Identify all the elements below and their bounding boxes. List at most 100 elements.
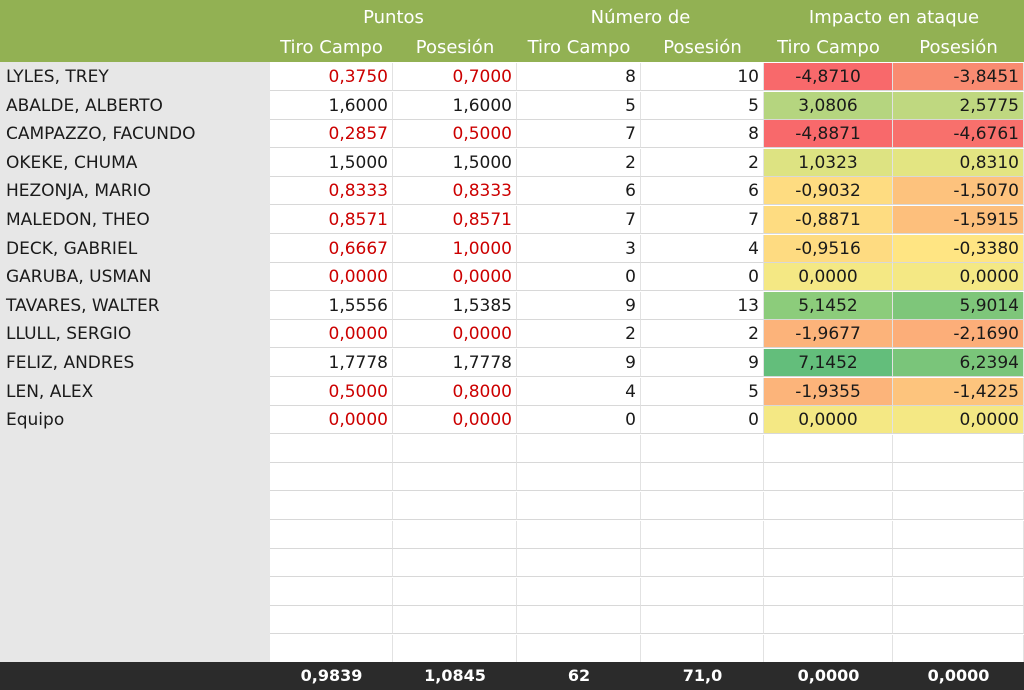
cell-impacto-posesion[interactable]: -4,6761: [893, 120, 1024, 149]
empty-cell[interactable]: [893, 577, 1024, 606]
empty-cell[interactable]: [517, 434, 641, 463]
cell-player-name[interactable]: CAMPAZZO, FACUNDO: [6, 124, 196, 145]
cell-player-name[interactable]: ABALDE, ALBERTO: [6, 95, 163, 116]
cell-puntos-tiro-campo[interactable]: 0,5000: [270, 377, 393, 406]
cell-numero-tiro-campo[interactable]: 0: [517, 406, 641, 435]
group-header-puntos[interactable]: Puntos: [363, 7, 424, 28]
cell-puntos-tiro-campo[interactable]: 0,0000: [270, 320, 393, 349]
cell-numero-tiro-campo[interactable]: 2: [517, 148, 641, 177]
empty-cell[interactable]: [893, 463, 1024, 492]
empty-cell[interactable]: [764, 577, 893, 606]
cell-player-name[interactable]: TAVARES, WALTER: [6, 295, 160, 316]
cell-puntos-posesion[interactable]: 1,7778: [393, 349, 517, 377]
cell-impacto-tiro-campo[interactable]: 3,0806: [764, 91, 893, 120]
empty-cell[interactable]: [764, 492, 893, 520]
cell-numero-posesion[interactable]: 0: [641, 263, 764, 292]
cell-puntos-tiro-campo[interactable]: 0,2857: [270, 120, 393, 149]
cell-numero-posesion[interactable]: 7: [641, 206, 764, 234]
cell-numero-posesion[interactable]: 9: [641, 349, 764, 377]
empty-cell[interactable]: [393, 635, 517, 663]
empty-cell[interactable]: [270, 577, 393, 606]
cell-numero-tiro-campo[interactable]: 6: [517, 177, 641, 206]
cell-impacto-tiro-campo[interactable]: 0,0000: [764, 263, 893, 292]
column-header-numero-tiro-campo[interactable]: Tiro Campo: [527, 37, 631, 58]
empty-cell[interactable]: [270, 520, 393, 549]
cell-impacto-tiro-campo[interactable]: 1,0323: [764, 148, 893, 177]
cell-impacto-tiro-campo[interactable]: 7,1452: [764, 349, 893, 377]
cell-puntos-tiro-campo[interactable]: 0,0000: [270, 263, 393, 292]
empty-cell[interactable]: [641, 520, 764, 549]
empty-cell[interactable]: [270, 463, 393, 492]
empty-cell[interactable]: [641, 606, 764, 635]
empty-cell[interactable]: [517, 463, 641, 492]
cell-player-name[interactable]: LEN, ALEX: [6, 381, 94, 402]
empty-cell[interactable]: [270, 606, 393, 635]
cell-puntos-tiro-campo[interactable]: 0,0000: [270, 406, 393, 435]
cell-puntos-posesion[interactable]: 0,0000: [393, 406, 517, 435]
cell-puntos-posesion[interactable]: 0,8571: [393, 206, 517, 234]
cell-numero-posesion[interactable]: 13: [641, 291, 764, 320]
column-header-puntos-posesion[interactable]: Posesión: [415, 37, 495, 58]
empty-cell[interactable]: [517, 606, 641, 635]
cell-numero-tiro-campo[interactable]: 0: [517, 263, 641, 292]
column-header-numero-posesion[interactable]: Posesión: [663, 37, 742, 58]
empty-cell[interactable]: [641, 635, 764, 663]
cell-impacto-posesion[interactable]: 2,5775: [893, 91, 1024, 120]
cell-player-name[interactable]: GARUBA, USMAN: [6, 267, 152, 288]
empty-cell[interactable]: [270, 549, 393, 578]
cell-puntos-posesion[interactable]: 0,0000: [393, 263, 517, 292]
empty-cell[interactable]: [270, 434, 393, 463]
cell-puntos-tiro-campo[interactable]: 0,8333: [270, 177, 393, 206]
cell-numero-tiro-campo[interactable]: 4: [517, 377, 641, 406]
empty-cell[interactable]: [517, 520, 641, 549]
cell-puntos-posesion[interactable]: 1,5385: [393, 291, 517, 320]
cell-numero-posesion[interactable]: 0: [641, 406, 764, 435]
cell-player-name[interactable]: MALEDON, THEO: [6, 210, 150, 230]
cell-impacto-posesion[interactable]: -2,1690: [893, 320, 1024, 349]
cell-impacto-tiro-campo[interactable]: -0,9032: [764, 177, 893, 206]
cell-impacto-tiro-campo[interactable]: -1,9355: [764, 377, 893, 406]
cell-numero-tiro-campo[interactable]: 7: [517, 206, 641, 234]
total-numero-posesion[interactable]: 71,0: [682, 666, 723, 685]
group-header-numero[interactable]: Número de: [590, 7, 691, 28]
cell-puntos-tiro-campo[interactable]: 1,6000: [270, 91, 393, 120]
empty-cell[interactable]: [641, 434, 764, 463]
cell-numero-posesion[interactable]: 8: [641, 120, 764, 149]
empty-cell[interactable]: [893, 606, 1024, 635]
empty-cell[interactable]: [893, 492, 1024, 520]
empty-cell[interactable]: [393, 463, 517, 492]
empty-cell[interactable]: [641, 549, 764, 578]
cell-puntos-tiro-campo[interactable]: 1,5556: [270, 291, 393, 320]
empty-cell[interactable]: [270, 492, 393, 520]
cell-impacto-posesion[interactable]: -1,5915: [893, 206, 1024, 234]
cell-numero-tiro-campo[interactable]: 9: [517, 291, 641, 320]
total-puntos-posesion[interactable]: 1,0845: [424, 666, 486, 685]
empty-cell[interactable]: [641, 463, 764, 492]
cell-puntos-tiro-campo[interactable]: 0,8571: [270, 206, 393, 234]
empty-cell[interactable]: [393, 434, 517, 463]
cell-puntos-tiro-campo[interactable]: 1,7778: [270, 349, 393, 377]
cell-player-name[interactable]: FELIZ, ANDRES: [6, 353, 135, 373]
cell-player-name[interactable]: LYLES, TREY: [6, 67, 109, 87]
empty-cell[interactable]: [393, 549, 517, 578]
cell-numero-posesion[interactable]: 2: [641, 320, 764, 349]
empty-cell[interactable]: [893, 635, 1024, 663]
cell-impacto-tiro-campo[interactable]: 5,1452: [764, 291, 893, 320]
cell-impacto-posesion[interactable]: -0,3380: [893, 234, 1024, 263]
empty-cell[interactable]: [517, 549, 641, 578]
cell-impacto-posesion[interactable]: 0,0000: [893, 406, 1024, 435]
empty-cell[interactable]: [393, 492, 517, 520]
empty-cell[interactable]: [764, 520, 893, 549]
cell-impacto-posesion[interactable]: -3,8451: [893, 63, 1024, 91]
cell-impacto-posesion[interactable]: 6,2394: [893, 349, 1024, 377]
cell-puntos-posesion[interactable]: 0,8000: [393, 377, 517, 406]
cell-numero-tiro-campo[interactable]: 9: [517, 349, 641, 377]
empty-cell[interactable]: [893, 520, 1024, 549]
column-header-impacto-tiro-campo[interactable]: Tiro Campo: [777, 37, 880, 58]
empty-cell[interactable]: [517, 492, 641, 520]
column-header-puntos-tiro-campo[interactable]: Tiro Campo: [280, 37, 383, 58]
empty-cell[interactable]: [764, 434, 893, 463]
cell-impacto-posesion[interactable]: -1,5070: [893, 177, 1024, 206]
empty-cell[interactable]: [764, 635, 893, 663]
cell-numero-posesion[interactable]: 5: [641, 377, 764, 406]
